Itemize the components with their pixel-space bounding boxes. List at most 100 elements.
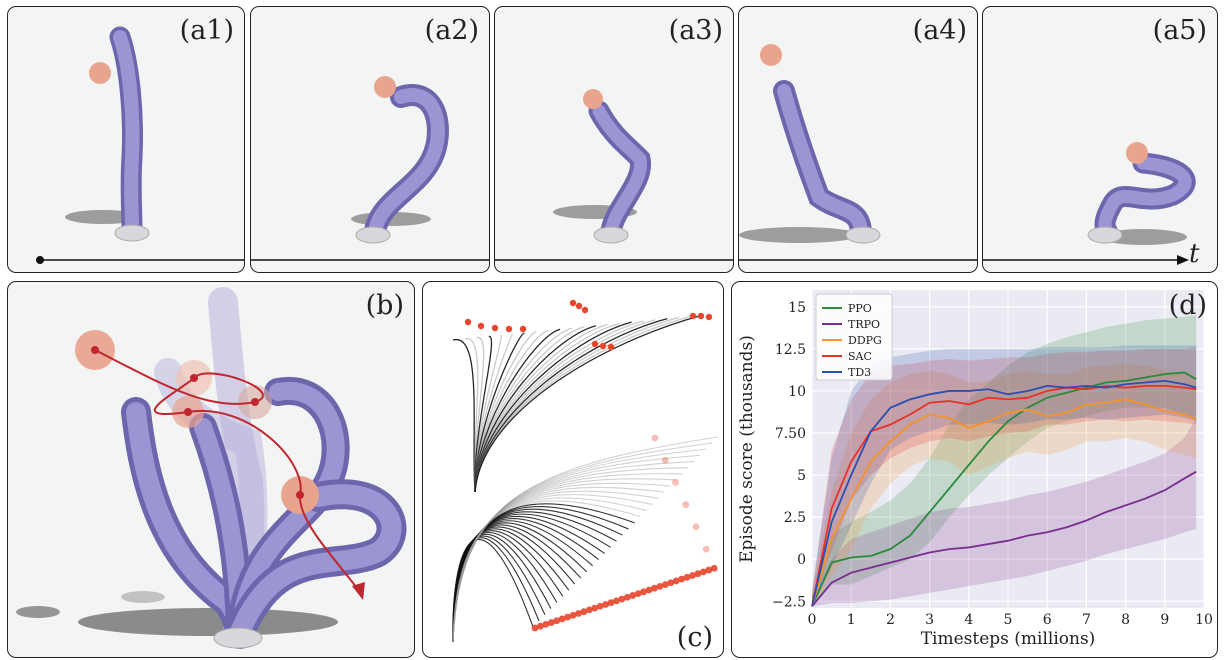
tip-marker bbox=[689, 312, 697, 320]
y-axis-label: Episode score (thousands) bbox=[737, 335, 757, 563]
rod-centerline bbox=[474, 314, 704, 493]
target-ball bbox=[89, 62, 111, 84]
rod-centerline bbox=[452, 490, 659, 643]
x-tick-label: 10 bbox=[1195, 612, 1213, 628]
rod-centerline bbox=[452, 448, 707, 643]
rod-centerline bbox=[452, 478, 677, 643]
series-line-ddpg bbox=[811, 398, 1197, 607]
legend-label: DDPG bbox=[848, 334, 882, 347]
tip-marker bbox=[602, 601, 609, 608]
tip-marker bbox=[618, 595, 626, 603]
panel-c: (c) bbox=[422, 281, 724, 658]
tip-marker bbox=[569, 611, 577, 619]
tip-marker bbox=[505, 325, 513, 333]
x-tick-label: 3 bbox=[925, 612, 934, 628]
tip-marker bbox=[678, 575, 686, 583]
confidence-band-sac bbox=[812, 347, 1197, 607]
y-tick-label: 5 bbox=[797, 468, 806, 484]
arm-base bbox=[593, 226, 629, 244]
shadow bbox=[739, 227, 859, 243]
panel-a2: (a2) bbox=[250, 6, 490, 273]
arm-base bbox=[355, 226, 391, 244]
trajectory-point bbox=[251, 398, 259, 406]
tip-marker bbox=[705, 566, 713, 574]
panel-label-d: (d) bbox=[1168, 290, 1207, 321]
panel-a3: (a3) bbox=[494, 6, 734, 273]
shadow bbox=[78, 608, 338, 636]
tip-marker bbox=[564, 613, 571, 621]
tip-marker bbox=[613, 597, 620, 605]
legend: PPO TRPO DDPG SAC TD3 bbox=[815, 293, 893, 381]
trajectory-point bbox=[91, 346, 99, 354]
legend-label: SAC bbox=[848, 350, 872, 363]
tip-marker bbox=[591, 340, 599, 348]
rod-centerline bbox=[452, 486, 665, 643]
tip-marker bbox=[531, 624, 539, 632]
tip-marker bbox=[537, 622, 544, 630]
tip-marker bbox=[672, 479, 679, 486]
tip-marker bbox=[689, 572, 696, 579]
y-tick-label: 2.5 bbox=[784, 510, 806, 526]
panel-a5: (a5) t bbox=[982, 6, 1218, 273]
rod-centerline bbox=[452, 494, 653, 643]
tip-marker bbox=[634, 590, 642, 598]
rod-centerline bbox=[452, 508, 623, 643]
soft-arm-rod-highlight bbox=[1098, 156, 1192, 238]
target-ball bbox=[583, 89, 603, 109]
rod-centerline bbox=[474, 321, 632, 493]
arm-base bbox=[845, 226, 881, 244]
soft-arm-rod-highlight bbox=[777, 84, 868, 238]
tip-marker bbox=[464, 318, 472, 326]
rod-centerline bbox=[452, 460, 695, 643]
tip-marker bbox=[656, 582, 664, 590]
arm-base bbox=[213, 627, 263, 649]
target-ball bbox=[1126, 142, 1148, 164]
tip-marker bbox=[607, 343, 615, 351]
rod-centerline bbox=[474, 332, 525, 493]
x-tick-label: 0 bbox=[808, 612, 817, 628]
tip-marker bbox=[575, 610, 582, 617]
panel-label-a1: (a1) bbox=[179, 15, 234, 46]
series-line-trpo bbox=[811, 470, 1197, 607]
arm-base bbox=[1087, 226, 1123, 244]
soft-arm-illustration bbox=[983, 142, 1196, 265]
tip-marker bbox=[694, 570, 702, 578]
y-tick-label: 7.50 bbox=[775, 426, 806, 442]
tip-marker bbox=[591, 604, 599, 612]
panel-label-c: (c) bbox=[676, 622, 713, 653]
rod-centerline bbox=[452, 503, 635, 643]
tip-marker bbox=[651, 584, 658, 592]
rod-centerline bbox=[452, 497, 647, 643]
soft-arm-rod-highlight bbox=[230, 484, 402, 642]
soft-arm-rod-highlight bbox=[592, 104, 647, 238]
panel-a4: (a4) bbox=[738, 6, 978, 273]
tip-marker bbox=[705, 313, 713, 321]
tip-marker bbox=[692, 523, 700, 531]
rod-centerline bbox=[474, 328, 561, 493]
panel-d: 0 1 2 3 4 5 6 7 8 9 10 −2.5 0 2.5 5 7.50 10 12.5 15 PPO TRPO… bbox=[731, 281, 1218, 658]
tip-marker bbox=[599, 342, 607, 350]
panel-label-a2: (a2) bbox=[424, 15, 479, 46]
shadow bbox=[121, 591, 165, 603]
legend-label: PPO bbox=[848, 302, 872, 315]
legend-box bbox=[815, 293, 893, 381]
trajectory-arrowhead bbox=[352, 582, 365, 600]
panel-label-a5: (a5) bbox=[1152, 15, 1207, 46]
confidence-band-td3 bbox=[812, 345, 1197, 607]
confidence-band-ddpg bbox=[812, 364, 1197, 607]
tip-marker bbox=[640, 588, 647, 596]
rod-centerline bbox=[474, 335, 493, 493]
confidence-band-trpo bbox=[812, 417, 1197, 607]
y-tick-label: 0 bbox=[797, 552, 806, 568]
tip-marker bbox=[585, 606, 593, 614]
tip-marker bbox=[477, 322, 485, 330]
tip-marker bbox=[491, 324, 499, 332]
rod-centerline bbox=[452, 339, 476, 493]
x-tick-label: 5 bbox=[1004, 612, 1013, 628]
tip-marker bbox=[575, 302, 583, 310]
x-tick-label: 9 bbox=[1160, 612, 1169, 628]
soft-arm-illustration bbox=[251, 76, 489, 261]
trajectory-point bbox=[296, 491, 304, 499]
rod-centerline-sweep bbox=[452, 299, 719, 643]
